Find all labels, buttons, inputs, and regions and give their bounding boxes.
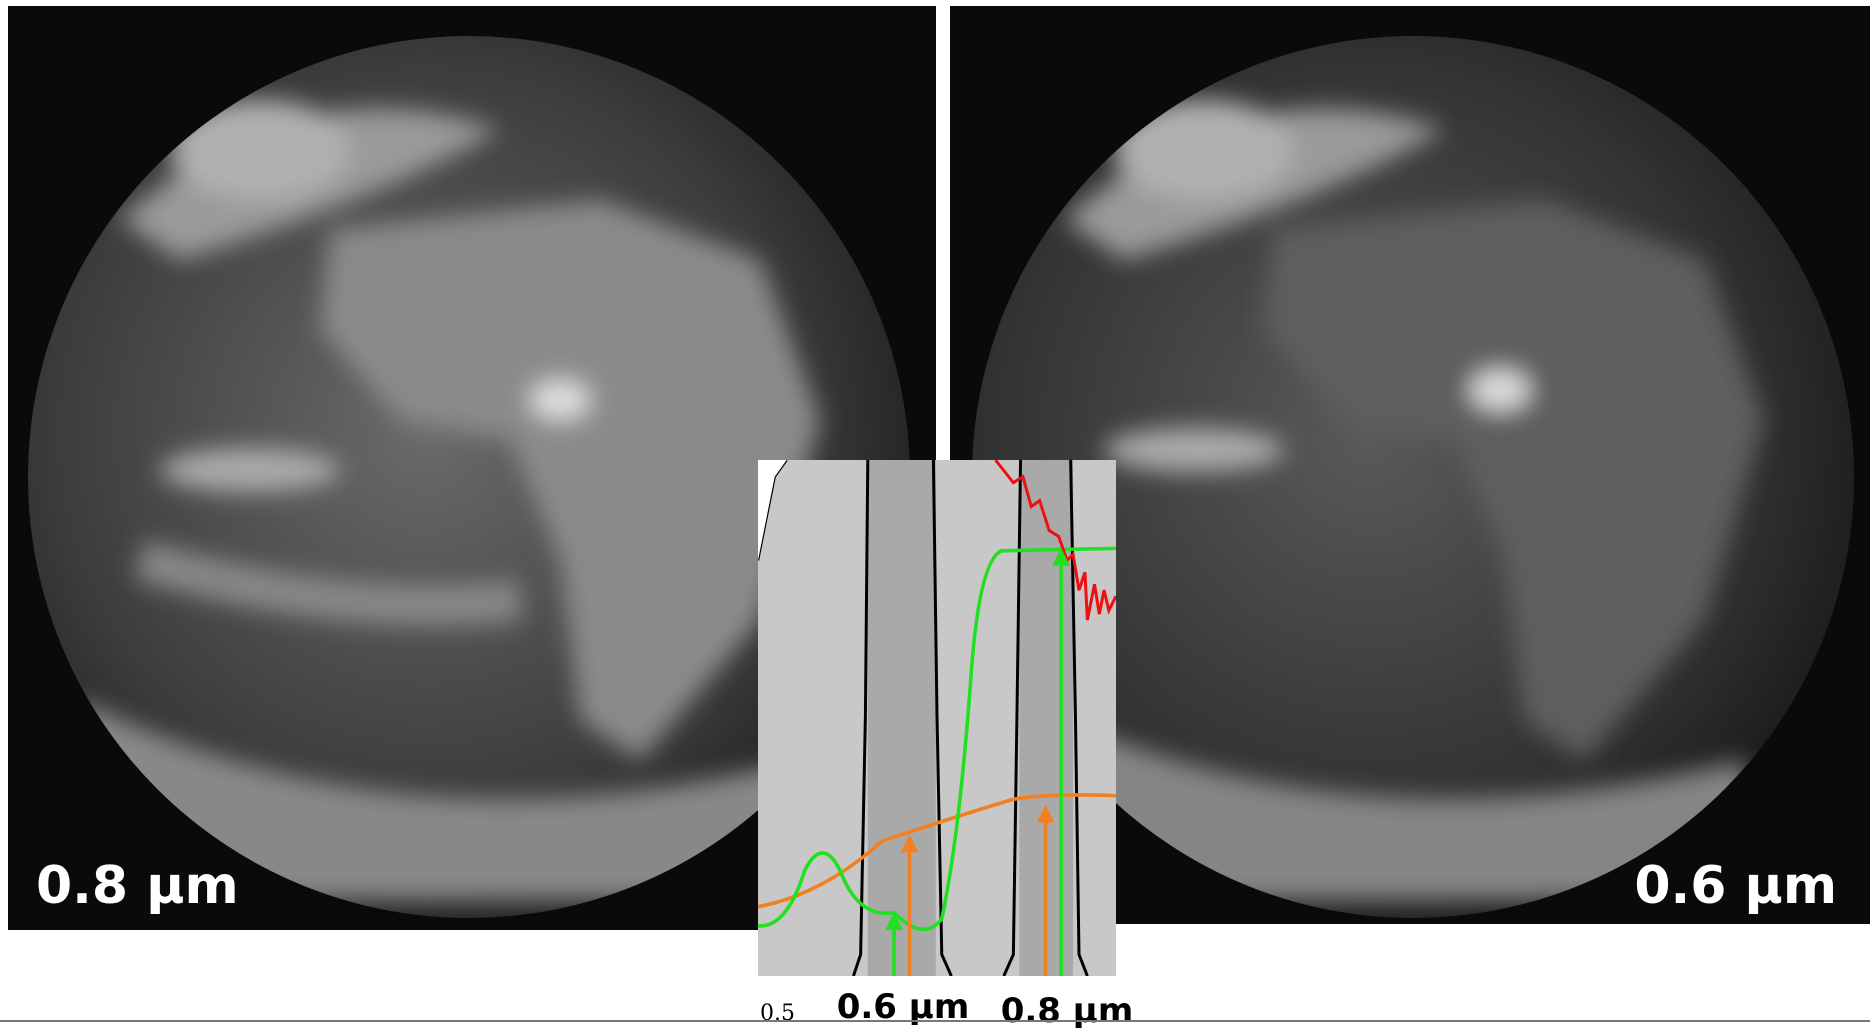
axis-tick-label: 0.5	[760, 1001, 795, 1026]
panel-label: 0.6 μm	[1634, 856, 1837, 916]
panel-label: 0.8 μm	[36, 856, 239, 916]
band-label: 0.8 μm	[1001, 991, 1134, 1028]
image-panel-left: 0.8 μm	[8, 6, 936, 930]
spectrum-inset	[758, 460, 1116, 976]
